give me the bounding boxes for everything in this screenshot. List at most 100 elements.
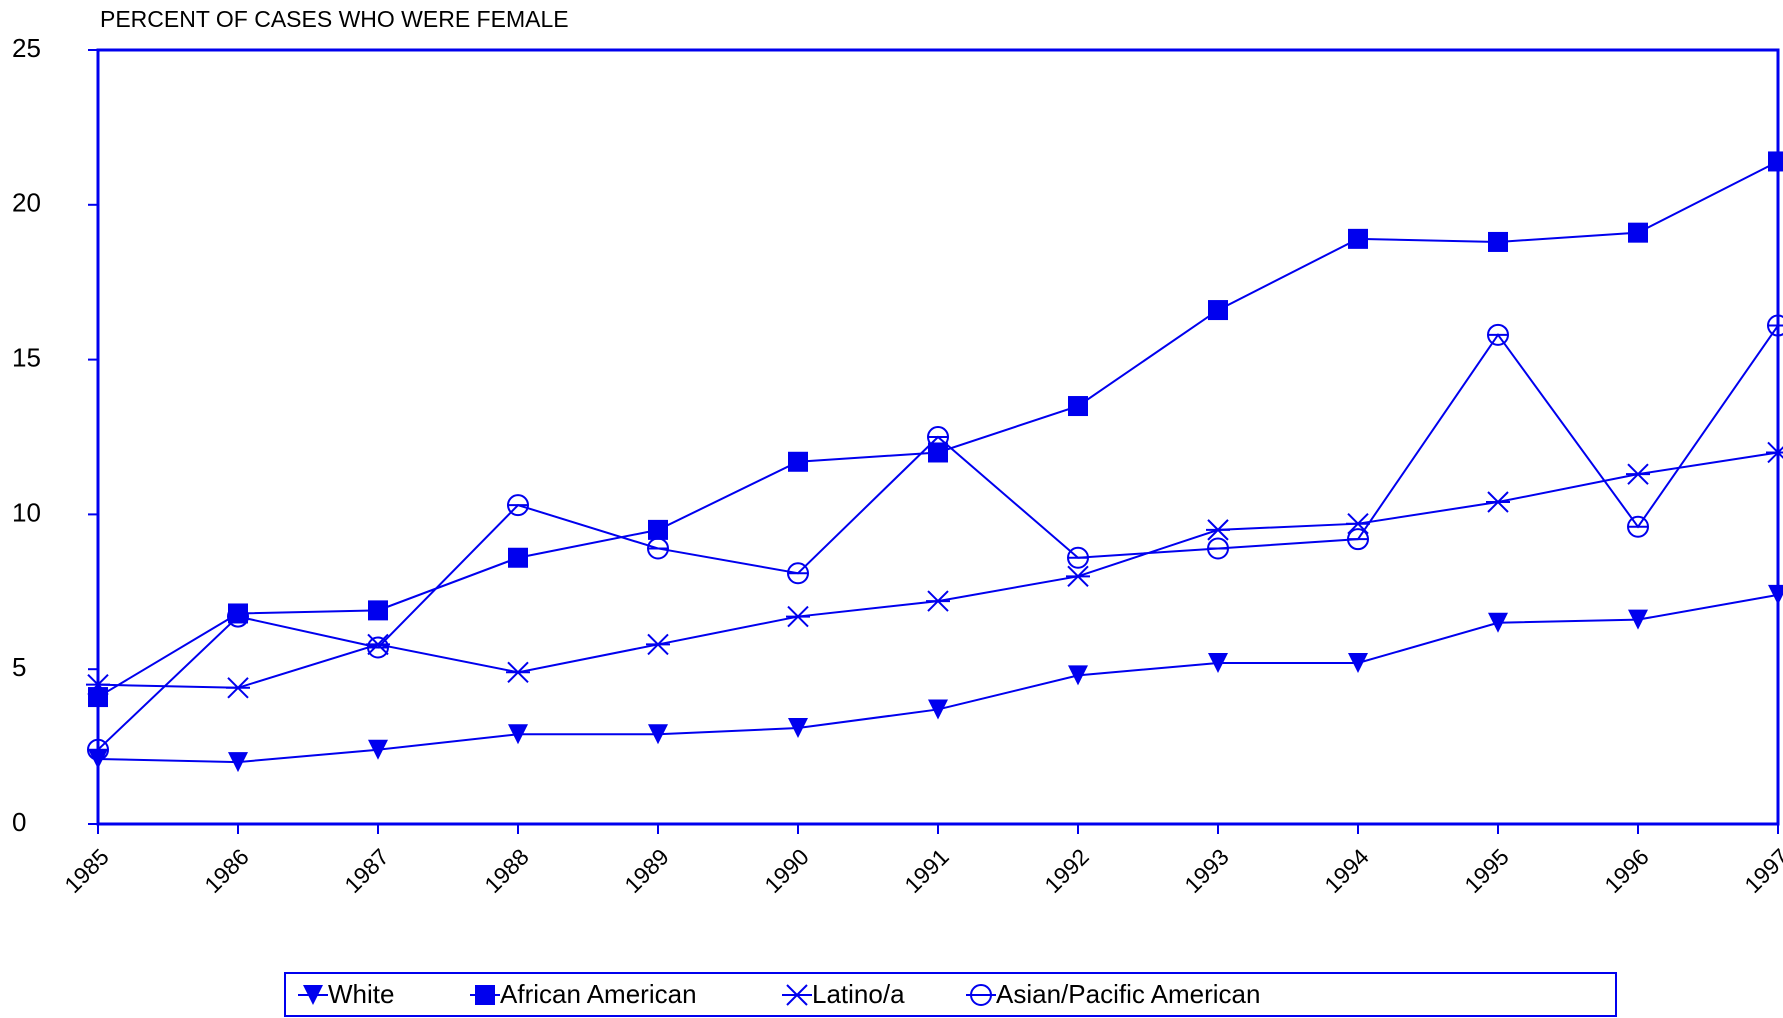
data-point [1067,546,1090,569]
data-point [88,687,108,708]
data-point [1346,512,1370,535]
marker-shape [928,699,948,720]
data-point [1766,441,1783,464]
data-point [368,739,388,760]
x-tick-label: 1992 [1039,843,1094,898]
marker-shape [785,984,809,1006]
data-point [1628,609,1648,630]
marker-shape [1067,546,1090,569]
data-point [228,752,248,773]
marker-shape [303,985,323,1005]
legend-label: Asian/Pacific American [996,979,1260,1009]
y-tick-label: 10 [12,497,41,527]
data-point [506,661,530,684]
marker-shape [1066,565,1090,588]
marker-shape [88,687,108,708]
data-point [1488,612,1508,633]
data-point [927,426,950,448]
marker-shape [507,494,530,517]
data-point [788,451,808,472]
y-tick-label: 15 [12,342,41,372]
marker-shape [87,738,110,761]
data-point [226,677,250,699]
data-point [1208,300,1228,321]
data-point [1208,653,1228,674]
marker-shape [368,600,388,621]
marker-shape [1628,222,1648,243]
data-point [1486,491,1510,513]
chart-title: PERCENT OF CASES WHO WERE FEMALE [100,6,569,32]
marker-shape [1487,323,1510,346]
data-point [1068,396,1088,417]
y-tick-label: 25 [12,33,41,63]
marker-shape [1488,231,1508,252]
marker-shape [1768,151,1783,172]
marker-shape [928,442,948,463]
marker-shape [1488,612,1508,633]
legend-label: African American [500,979,697,1009]
data-point [367,636,390,659]
marker-shape [1766,441,1783,464]
marker-shape [1767,314,1783,337]
marker-shape [1068,665,1088,686]
x-tick-label: 1997 [1739,843,1783,898]
marker-shape [787,562,810,585]
marker-shape [367,636,390,659]
marker-shape [1348,653,1368,674]
data-point [1768,584,1783,605]
marker-shape [1348,228,1368,249]
data-point [788,718,808,739]
marker-shape [786,605,810,628]
x-tick-label: 1986 [199,843,254,898]
series-line [97,451,1779,689]
marker-shape [1347,528,1370,551]
marker-shape [1626,463,1650,485]
series-line [97,593,1779,764]
data-point [646,633,670,656]
marker-shape [475,985,495,1005]
legend-frame [284,972,1617,1017]
data-point [647,537,670,560]
data-point [648,519,668,540]
data-point [1487,323,1510,346]
data-point [1206,519,1230,541]
marker-shape [506,661,530,684]
data-point [1627,515,1650,538]
data-point [1767,314,1783,337]
marker-shape [1346,512,1370,535]
data-point [1348,653,1368,674]
data-point [1066,565,1090,588]
marker-shape [366,633,390,656]
marker-shape [1206,519,1230,541]
marker-shape [926,590,950,612]
data-point [787,562,810,585]
x-tick-label: 1987 [339,843,394,898]
marker-shape [646,633,670,656]
marker-shape [927,426,950,448]
legend-marker [970,984,993,1006]
data-point [1068,665,1088,686]
data-point [227,605,250,628]
data-point [1207,537,1230,560]
marker-shape [788,718,808,739]
marker-shape [1068,396,1088,417]
marker-shape [1628,609,1648,630]
series-line [97,324,1779,751]
legend-label: Latino/a [812,979,905,1009]
y-tick-label: 5 [12,652,26,682]
data-point [928,442,948,463]
marker-shape [1208,300,1228,321]
data-point [1628,222,1648,243]
x-tick-label: 1989 [619,843,674,898]
x-tick-label: 1988 [479,843,534,898]
x-tick-label: 1996 [1599,843,1654,898]
marker-shape [1207,537,1230,560]
marker-shape [970,984,993,1006]
legend-marker [303,985,323,1005]
data-point [507,494,530,517]
data-point [366,633,390,656]
legend-label: White [328,979,394,1009]
legend-marker [785,984,809,1006]
